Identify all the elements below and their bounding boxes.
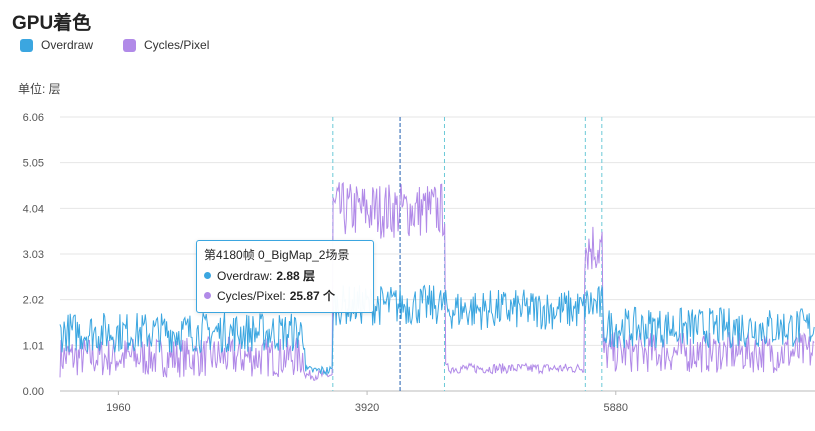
y-tick-label: 2.02 (23, 295, 44, 307)
legend-label-cycles: Cycles/Pixel (144, 38, 210, 52)
x-tick-label: 3920 (355, 402, 379, 414)
legend-item-cycles[interactable]: Cycles/Pixel (123, 38, 209, 52)
chart-title: GPU着色 (12, 13, 92, 34)
tooltip-value-cycles: 25.87 个 (289, 289, 336, 303)
y-tick-label: 1.01 (23, 340, 44, 352)
legend-item-overdraw[interactable]: Overdraw (20, 38, 93, 52)
unit-label: 单位: 层 (18, 82, 61, 96)
tooltip-label-cycles: Cycles/Pixel: (217, 288, 286, 303)
series-line-overdraw (59, 284, 815, 377)
y-tick-label: 0.00 (23, 386, 44, 398)
y-tick-label: 3.03 (23, 249, 44, 261)
legend-swatch-cycles (123, 38, 137, 52)
tooltip-value-overdraw: 2.88 层 (276, 269, 316, 283)
y-tick-label: 5.05 (23, 158, 44, 170)
tooltip-dot-cycles (204, 292, 211, 299)
x-tick-label: 1960 (106, 402, 130, 414)
legend-label-overdraw: Overdraw (41, 38, 94, 52)
tooltip-row-overdraw: Overdraw: 2.88 层 (204, 267, 366, 284)
tooltip-row-cycles: Cycles/Pixel: 25.87 个 (204, 287, 366, 304)
tooltip: 第4180帧 0_BigMap_2场景 Overdraw: 2.88 层 Cyc… (196, 240, 374, 313)
tooltip-label-overdraw: Overdraw: (217, 268, 273, 283)
legend: Overdraw Cycles/Pixel (20, 38, 209, 52)
tooltip-title: 第4180帧 0_BigMap_2场景 (204, 248, 350, 262)
y-tick-label: 6.06 (23, 112, 44, 124)
x-tick-label: 5880 (604, 402, 628, 414)
legend-swatch-overdraw (20, 38, 33, 52)
tooltip-dot-overdraw (204, 272, 211, 279)
series-line-cycles (59, 181, 815, 381)
y-tick-label: 4.04 (23, 203, 44, 215)
